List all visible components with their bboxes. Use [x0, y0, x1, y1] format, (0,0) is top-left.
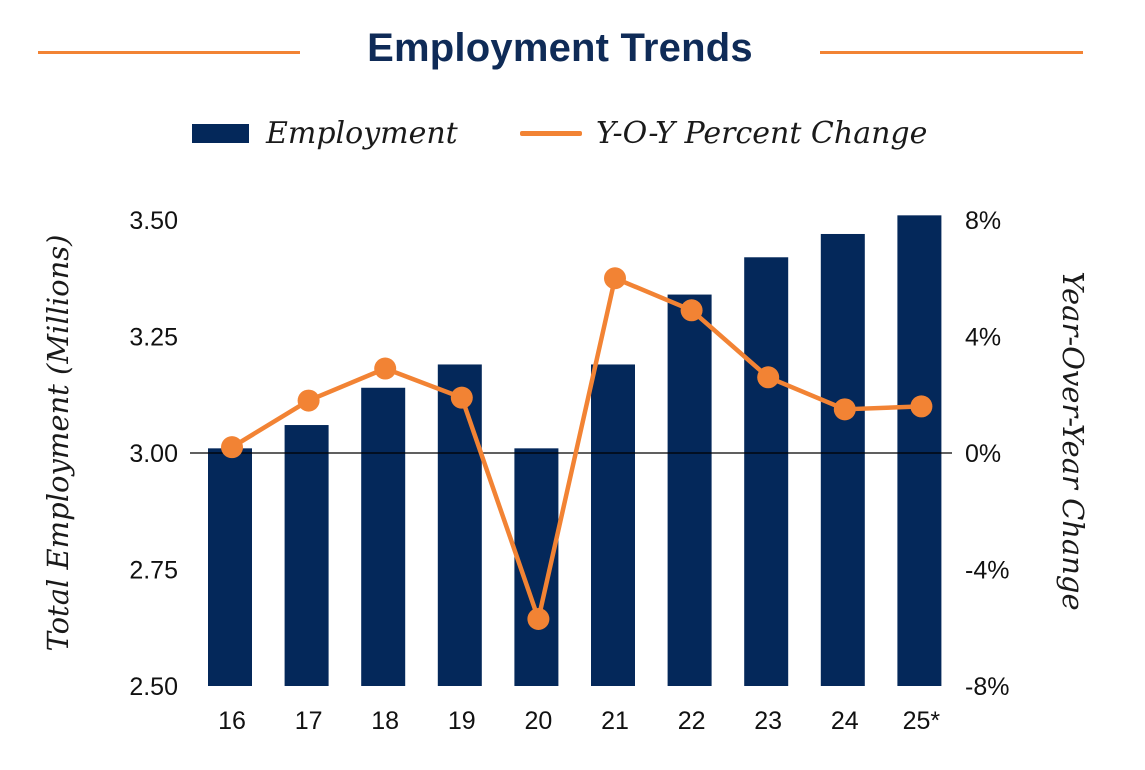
- y-tick-label: 3.50: [129, 207, 178, 235]
- title-rule-right: [820, 51, 1083, 54]
- x-tick-label: 20: [524, 707, 552, 735]
- y-tick-label: 2.75: [129, 557, 178, 585]
- x-tick-label: 17: [295, 707, 323, 735]
- y-tick-label: 3.00: [129, 440, 178, 468]
- bar-employment: [284, 425, 329, 686]
- legend-label-yoy: Y-O-Y Percent Change: [596, 115, 928, 151]
- bar-employment: [667, 294, 712, 686]
- bar-employment: [361, 387, 406, 686]
- y2-axis-title: Year-Over-Year Change: [1056, 271, 1090, 610]
- point-yoy-change: [910, 395, 933, 418]
- point-yoy-change: [374, 357, 397, 380]
- x-tick-label: 22: [678, 707, 706, 735]
- legend-label-employment: Employment: [266, 115, 458, 151]
- chart-title: Employment Trends: [367, 26, 753, 70]
- y-axis-title: Total Employment (Millions): [41, 235, 75, 652]
- bar-employment: [744, 257, 789, 686]
- x-tick-label: 18: [371, 707, 399, 735]
- point-yoy-change: [450, 386, 473, 409]
- point-yoy-change: [297, 389, 320, 412]
- title-rule-left: [38, 51, 300, 54]
- line-yoy-change: [230, 276, 922, 622]
- x-tick-label: 16: [218, 707, 246, 735]
- y2-tick-label: -4%: [965, 557, 1009, 585]
- x-tick-label: 23: [754, 707, 782, 735]
- y2-tick-label: 8%: [965, 207, 1001, 235]
- legend-item-yoy: Y-O-Y Percent Change: [520, 108, 927, 158]
- legend-swatch-bar: [192, 123, 249, 143]
- legend-swatch-line: [520, 130, 582, 136]
- legend-item-employment: Employment: [192, 108, 458, 158]
- point-yoy-change: [833, 398, 856, 421]
- bar-employment: [208, 448, 252, 686]
- x-tick-label: 25*: [903, 707, 941, 735]
- y2-tick-label: 4%: [965, 324, 1001, 352]
- point-yoy-change: [221, 436, 243, 459]
- title-bar: Employment Trends: [0, 22, 1145, 86]
- x-tick-label: 19: [448, 707, 476, 735]
- x-tick-label: 24: [831, 707, 859, 735]
- point-yoy-change: [680, 299, 703, 322]
- bar-employment: [897, 215, 942, 686]
- point-yoy-change: [604, 267, 626, 290]
- legend: Employment Y-O-Y Percent Change: [0, 108, 1145, 158]
- bar-employment: [820, 233, 865, 687]
- bar-employment: [437, 364, 482, 686]
- y2-tick-label: 0%: [965, 440, 1001, 468]
- point-yoy-change: [527, 608, 550, 631]
- point-yoy-change: [757, 366, 780, 389]
- y-tick-label: 3.25: [129, 324, 178, 352]
- bar-employment: [591, 364, 635, 686]
- y-tick-label: 2.50: [129, 673, 178, 701]
- x-tick-label: 21: [601, 707, 629, 735]
- y2-tick-label: -8%: [965, 673, 1009, 701]
